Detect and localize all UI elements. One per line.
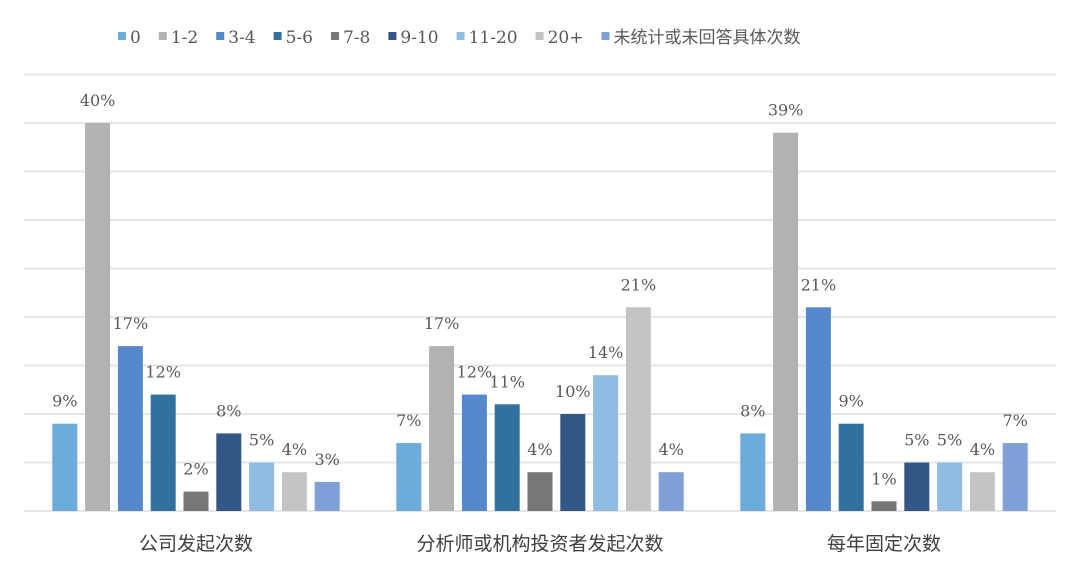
category-labels: 公司发起次数 分析师或机构投资者发起次数 每年固定次数 [139,533,941,555]
gridlines [24,73,1056,512]
data-label: 14% [588,343,624,362]
data-label: 7% [1003,411,1028,430]
data-label: 39% [768,101,804,120]
bar [183,491,209,511]
data-label: 1% [871,469,896,488]
legend-label: 9-10 [400,28,438,48]
data-label: 17% [113,314,149,333]
category-label: 每年固定次数 [827,533,941,555]
bar [117,346,143,511]
bar [281,472,307,511]
bar [52,423,78,511]
bar [937,462,963,511]
data-label: 5% [904,431,929,450]
category-label: 分析师或机构投资者发起次数 [416,533,663,555]
legend-swatch [273,32,282,40]
legend-label: 0 [130,28,141,48]
bar [314,481,340,511]
bar [249,462,275,511]
data-label: 4% [527,440,552,459]
legend-label: 5-6 [286,28,313,48]
data-label: 4% [659,440,684,459]
data-label: 8% [740,401,765,420]
data-label: 8% [216,401,241,420]
bar [527,472,553,511]
legend-swatch [216,32,225,40]
legend-swatch [601,32,610,40]
data-label: 10% [555,382,591,401]
bar [494,404,520,511]
legend-label: 7-8 [343,28,370,48]
bar [396,443,422,511]
legend-swatch [456,32,465,40]
legend: 0 1-2 3-4 5-6 7-8 9-10 11-20 20+ 未统计或未回答具体次数 [118,28,801,48]
legend-label: 11-20 [469,28,518,48]
bar [429,346,455,511]
legend-swatch [535,32,544,40]
data-label: 40% [80,91,116,110]
data-label: 9% [839,392,864,411]
bar [740,433,766,511]
bar [871,501,897,511]
data-label: 21% [621,275,657,294]
bar [1002,443,1028,511]
bar [658,472,684,511]
legend-label: 20+ [548,28,584,48]
category-label: 公司发起次数 [139,533,253,555]
data-label: 4% [282,440,307,459]
bar [593,375,619,511]
legend-swatch [331,32,339,40]
legend-label: 未统计或未回答具体次数 [614,28,801,48]
bar [216,433,242,511]
bar [625,307,651,511]
bar [560,414,586,511]
data-labels: 9%40%17%12%2%8%5%4%3%7%17%12%11%4%10%14%… [52,91,1028,488]
bar [904,462,930,511]
legend-swatch [388,32,397,40]
legend-label: 3-4 [228,28,255,48]
legend-swatch [118,32,126,40]
legend-swatch [158,32,167,40]
data-label: 7% [396,411,421,430]
data-label: 5% [249,431,274,450]
legend-label: 1-2 [171,28,198,48]
data-label: 21% [801,275,837,294]
data-label: 5% [937,431,962,450]
data-label: 9% [52,392,77,411]
data-label: 4% [970,440,995,459]
data-label: 2% [183,460,208,479]
data-label: 17% [424,314,460,333]
bar [461,394,487,511]
bar [773,132,799,511]
bar [969,472,995,511]
data-label: 11% [489,372,525,391]
data-label: 12% [457,363,493,382]
data-label: 12% [145,363,181,382]
bar [838,423,864,511]
bars [52,123,1028,511]
bar [150,394,176,511]
data-label: 3% [315,450,340,469]
bar [805,307,831,511]
bar [85,123,111,511]
